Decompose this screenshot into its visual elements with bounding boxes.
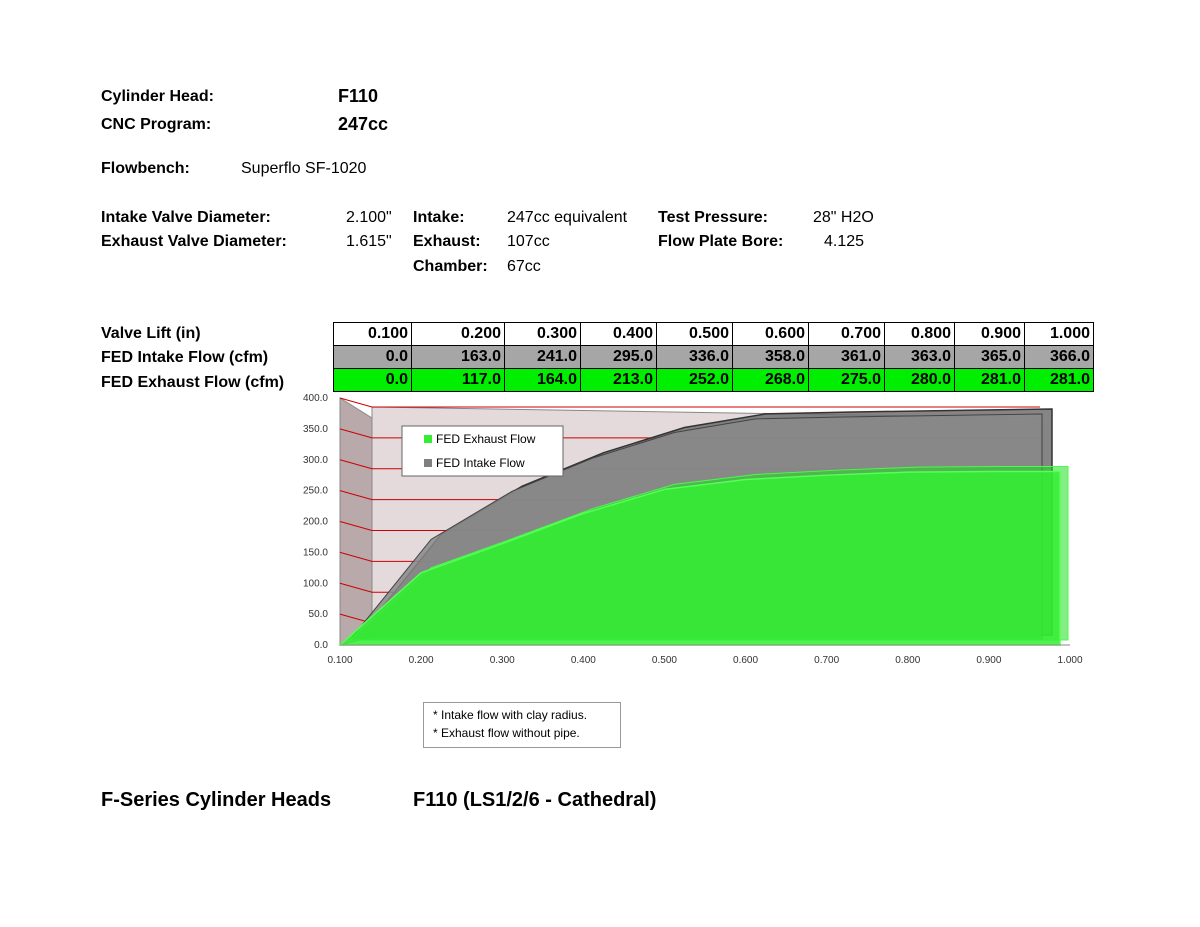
exhaust-volume-value: 107cc (507, 233, 550, 250)
intake-volume-label: Intake: (413, 209, 465, 226)
exhaust-row: 0.0 117.0 164.0 213.0 252.0 268.0 275.0 … (333, 368, 1094, 392)
x-tick-label: 0.600 (733, 655, 758, 666)
exhaust-cell: 281.0 (954, 368, 1025, 392)
y-tick-label: 350.0 (303, 424, 328, 435)
exhaust-volume-label: Exhaust: (413, 233, 481, 250)
x-tick-label: 0.700 (814, 655, 839, 666)
x-tick-label: 0.400 (571, 655, 596, 666)
chamber-value: 67cc (507, 258, 541, 275)
flow-plate-label: Flow Plate Bore: (658, 233, 784, 250)
intake-cell: 0.0 (333, 345, 412, 369)
legend-label-exhaust: FED Exhaust Flow (436, 432, 536, 446)
cnc-program-value: 247cc (338, 114, 389, 134)
intake-volume-value: 247cc equivalent (507, 209, 628, 226)
y-tick-label: 100.0 (303, 578, 328, 589)
lift-cell: 0.800 (884, 322, 955, 346)
lift-cell: 0.300 (504, 322, 581, 346)
intake-cell: 361.0 (808, 345, 885, 369)
lift-cell: 0.600 (732, 322, 809, 346)
intake-cell: 295.0 (580, 345, 657, 369)
y-tick-label: 150.0 (303, 547, 328, 558)
legend-label-intake: FED Intake Flow (436, 456, 525, 470)
row-label-intake: FED Intake Flow (cfm) (101, 349, 269, 366)
y-tick-label: 0.0 (314, 640, 328, 651)
exhaust-cell: 280.0 (884, 368, 955, 392)
exhaust-valve-label: Exhaust Valve Diameter: (101, 233, 287, 250)
x-tick-label: 0.300 (490, 655, 515, 666)
lift-cell: 0.700 (808, 322, 885, 346)
test-pressure-label: Test Pressure: (658, 209, 768, 226)
cylinder-head-value: F110 (338, 86, 379, 106)
test-pressure-value: 28" H2O (813, 209, 874, 226)
lift-row: 0.100 0.200 0.300 0.400 0.500 0.600 0.70… (333, 322, 1094, 346)
lift-cell: 0.100 (333, 322, 412, 346)
exhaust-valve-value: 1.615" (346, 233, 392, 250)
x-tick-label: 0.200 (409, 655, 434, 666)
lift-cell: 1.000 (1024, 322, 1094, 346)
legend-swatch-exhaust (424, 435, 432, 443)
intake-cell: 363.0 (884, 345, 955, 369)
intake-cell: 358.0 (732, 345, 809, 369)
flow-plate-value: 4.125 (824, 233, 865, 250)
footer-series: F-Series Cylinder Heads (101, 789, 332, 811)
y-tick-label: 200.0 (303, 517, 328, 528)
note-intake: * Intake flow with clay radius. (433, 708, 588, 722)
chamber-label: Chamber: (413, 258, 488, 275)
flow-table: 0.100 0.200 0.300 0.400 0.500 0.600 0.70… (333, 322, 1094, 392)
row-label-lift: Valve Lift (in) (101, 325, 201, 342)
intake-row: 0.0 163.0 241.0 295.0 336.0 358.0 361.0 … (333, 345, 1094, 369)
intake-valve-label: Intake Valve Diameter: (101, 209, 271, 226)
cnc-program-label: CNC Program: (101, 116, 212, 133)
y-tick-label: 250.0 (303, 486, 328, 497)
y-tick-label: 400.0 (303, 393, 328, 404)
intake-cell: 241.0 (504, 345, 581, 369)
x-tick-label: 0.500 (652, 655, 677, 666)
note-exhaust: * Exhaust flow without pipe. (433, 726, 580, 740)
gridline (339, 397, 1040, 408)
notes-box: * Intake flow with clay radius. * Exhaus… (423, 702, 621, 748)
x-tick-label: 0.800 (895, 655, 920, 666)
lift-cell: 0.500 (656, 322, 733, 346)
legend-box (401, 425, 564, 477)
exhaust-area (338, 470, 1061, 646)
exhaust-cell: 252.0 (656, 368, 733, 392)
intake-cell: 163.0 (411, 345, 505, 369)
intake-cell: 365.0 (954, 345, 1025, 369)
exhaust-cell: 268.0 (732, 368, 809, 392)
legend-swatch-intake (424, 459, 432, 467)
lift-cell: 0.400 (580, 322, 657, 346)
intake-valve-value: 2.100" (346, 209, 392, 226)
lift-cell: 0.900 (954, 322, 1025, 346)
exhaust-cell: 0.0 (333, 368, 412, 392)
exhaust-cell: 213.0 (580, 368, 657, 392)
intake-cell: 336.0 (656, 345, 733, 369)
cylinder-head-label: Cylinder Head: (101, 88, 214, 105)
exhaust-cell: 117.0 (411, 368, 505, 392)
y-tick-label: 300.0 (303, 455, 328, 466)
footer-model: F110 (LS1/2/6 - Cathedral) (413, 789, 657, 811)
exhaust-cell: 281.0 (1024, 368, 1094, 392)
row-label-exhaust: FED Exhaust Flow (cfm) (101, 374, 285, 391)
flowbench-label: Flowbench: (101, 160, 190, 177)
intake-cell: 366.0 (1024, 345, 1094, 369)
chart-side-wall (339, 397, 373, 646)
flowbench-value: Superflo SF-1020 (241, 160, 367, 177)
exhaust-cell: 275.0 (808, 368, 885, 392)
y-tick-label: 50.0 (309, 609, 329, 620)
x-tick-label: 0.100 (327, 655, 352, 666)
x-tick-label: 1.000 (1057, 655, 1082, 666)
lift-cell: 0.200 (411, 322, 505, 346)
flow-chart: 0.0 50.0 100.0 150.0 200.0 250.0 300.0 350.0 400… (303, 393, 1083, 666)
x-tick-label: 0.900 (976, 655, 1001, 666)
